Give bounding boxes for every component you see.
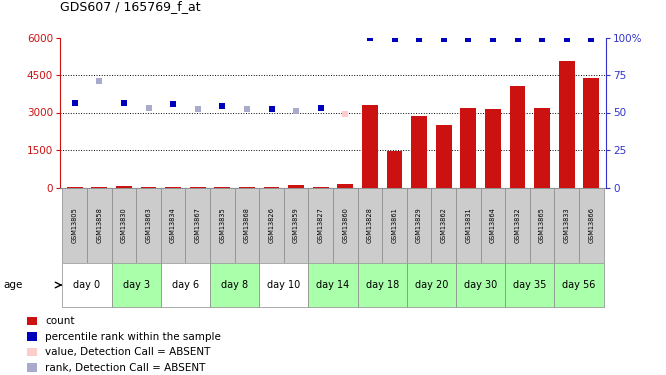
Text: rank, Detection Call = ABSENT: rank, Detection Call = ABSENT (45, 363, 206, 373)
Text: value, Detection Call = ABSENT: value, Detection Call = ABSENT (45, 347, 210, 357)
Bar (190, 187, 206, 188)
Bar (505, 188, 529, 262)
Text: day 8: day 8 (221, 280, 248, 290)
Bar (165, 187, 181, 188)
Bar (210, 263, 259, 307)
Text: GSM13865: GSM13865 (539, 207, 545, 243)
Text: GSM13834: GSM13834 (170, 207, 176, 243)
Text: day 3: day 3 (123, 280, 150, 290)
Text: GSM13866: GSM13866 (588, 207, 594, 243)
Bar (411, 116, 427, 188)
Text: day 6: day 6 (172, 280, 199, 290)
Bar (284, 188, 308, 262)
Text: day 0: day 0 (73, 280, 101, 290)
Bar (337, 184, 353, 188)
Bar (27, 316, 37, 326)
Bar (137, 188, 161, 262)
Text: GSM13862: GSM13862 (441, 207, 447, 243)
Bar (583, 78, 599, 188)
Bar (116, 186, 132, 188)
Bar (161, 188, 185, 262)
Bar (63, 188, 87, 262)
Bar (456, 263, 505, 307)
Bar (313, 187, 329, 188)
Bar (91, 187, 107, 188)
Bar (112, 188, 137, 262)
Bar (234, 188, 259, 262)
Text: GSM13805: GSM13805 (72, 207, 78, 243)
Bar (288, 185, 304, 188)
Text: day 30: day 30 (464, 280, 498, 290)
Bar (407, 263, 456, 307)
Bar (481, 188, 505, 262)
Bar (27, 363, 37, 372)
Text: day 56: day 56 (562, 280, 595, 290)
Bar (554, 263, 603, 307)
Text: GSM13832: GSM13832 (515, 207, 521, 243)
Text: GSM13828: GSM13828 (367, 207, 373, 243)
Text: GSM13826: GSM13826 (268, 207, 274, 243)
Bar (27, 332, 37, 341)
Text: GSM13858: GSM13858 (97, 207, 103, 243)
Bar (259, 188, 284, 262)
Bar (259, 263, 308, 307)
Bar (559, 61, 575, 188)
Text: GSM13868: GSM13868 (244, 207, 250, 243)
Bar (362, 105, 378, 188)
Bar (509, 86, 525, 188)
Text: GSM13864: GSM13864 (490, 207, 496, 243)
Text: GSM13859: GSM13859 (293, 207, 299, 243)
Text: count: count (45, 316, 75, 326)
Text: day 35: day 35 (513, 280, 547, 290)
Text: GDS607 / 165769_f_at: GDS607 / 165769_f_at (60, 0, 200, 13)
Bar (358, 263, 407, 307)
Text: GSM13831: GSM13831 (466, 207, 472, 243)
Bar (436, 125, 452, 188)
Text: GSM13835: GSM13835 (219, 207, 225, 243)
Text: day 20: day 20 (415, 280, 448, 290)
Text: GSM13833: GSM13833 (563, 207, 569, 243)
Text: day 10: day 10 (267, 280, 300, 290)
Bar (456, 188, 481, 262)
Text: GSM13863: GSM13863 (145, 207, 151, 243)
Bar (214, 187, 230, 188)
Bar (239, 187, 255, 188)
Bar (554, 188, 579, 262)
Bar (529, 188, 554, 262)
Bar (112, 263, 161, 307)
Bar (505, 263, 554, 307)
Bar (185, 188, 210, 262)
Text: percentile rank within the sample: percentile rank within the sample (45, 332, 221, 342)
Bar (141, 186, 157, 188)
Bar (308, 188, 333, 262)
Text: day 14: day 14 (316, 280, 350, 290)
Bar (534, 108, 550, 188)
Bar (485, 109, 501, 188)
Text: age: age (3, 280, 23, 290)
Bar (579, 188, 603, 262)
Text: day 18: day 18 (366, 280, 399, 290)
Bar (432, 188, 456, 262)
Bar (407, 188, 432, 262)
Bar (87, 188, 112, 262)
Bar (333, 188, 358, 262)
Text: GSM13860: GSM13860 (342, 207, 348, 243)
Bar (264, 187, 280, 188)
Text: GSM13829: GSM13829 (416, 207, 422, 243)
Bar (63, 263, 112, 307)
Bar (358, 188, 382, 262)
Bar (27, 348, 37, 356)
Bar (386, 151, 402, 188)
Bar (210, 188, 234, 262)
Bar (382, 188, 407, 262)
Text: GSM13867: GSM13867 (194, 207, 200, 243)
Bar (67, 187, 83, 188)
Text: GSM13861: GSM13861 (392, 207, 398, 243)
Bar (161, 263, 210, 307)
Bar (460, 108, 476, 188)
Text: GSM13830: GSM13830 (121, 207, 127, 243)
Text: GSM13827: GSM13827 (318, 207, 324, 243)
Bar (308, 263, 358, 307)
